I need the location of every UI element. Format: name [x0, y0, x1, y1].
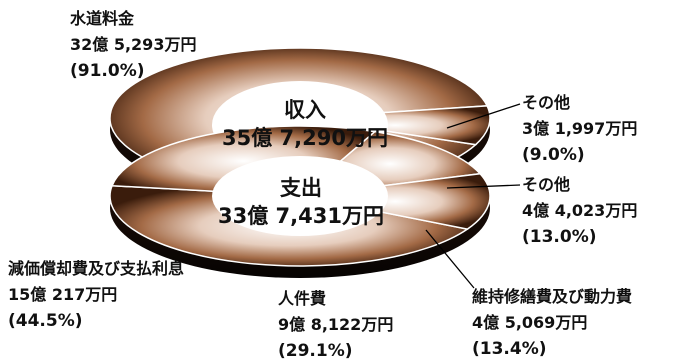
label-depreciation-percent: (44.5%): [8, 311, 83, 331]
label-income-other: その他 3億 1,997万円 (9.0%): [522, 90, 637, 168]
label-water-fee-amount: 32億 5,293万円: [70, 35, 197, 54]
income-total: 35億 7,290万円: [222, 126, 388, 150]
leader-income-other: [446, 103, 521, 129]
label-maintenance-amount: 4億 5,069万円: [472, 313, 588, 332]
label-maintenance: 維持修繕費及び動力費 4億 5,069万円 (13.4%): [472, 284, 632, 362]
label-depreciation-name: 減価償却費及び支払利息: [8, 259, 185, 278]
label-water-fee-percent: (91.0%): [70, 61, 145, 81]
income-title: 収入: [284, 98, 326, 122]
expense-center-label: 支出 33億 7,431万円: [206, 174, 396, 230]
label-income-other-name: その他: [522, 93, 571, 112]
label-water-fee: 水道料金 32億 5,293万円 (91.0%): [70, 6, 196, 84]
expense-total: 33億 7,431万円: [218, 204, 384, 228]
label-maintenance-percent: (13.4%): [472, 339, 547, 359]
label-personnel-percent: (29.1%): [278, 341, 353, 361]
label-expense-other-name: その他: [522, 175, 571, 194]
label-personnel: 人件費 9億 8,122万円 (29.1%): [278, 286, 393, 364]
leader-maintenance: [425, 229, 475, 289]
income-center-label: 収入 35億 7,290万円: [210, 96, 400, 152]
label-maintenance-name: 維持修繕費及び動力費: [472, 287, 633, 306]
label-water-fee-name: 水道料金: [70, 9, 135, 28]
expense-slice-3: [299, 172, 491, 230]
label-income-other-amount: 3億 1,997万円: [522, 119, 638, 138]
label-income-other-percent: (9.0%): [522, 145, 585, 165]
label-expense-other: その他 4億 4,023万円 (13.0%): [522, 172, 637, 250]
label-expense-other-amount: 4億 4,023万円: [522, 201, 638, 220]
label-depreciation-amount: 15億 217万円: [8, 285, 118, 304]
expense-title: 支出: [280, 176, 322, 200]
label-expense-other-percent: (13.0%): [522, 227, 597, 247]
expense-ring-hole: [212, 156, 388, 236]
expense-ring: [109, 125, 491, 278]
leader-expense-other: [446, 184, 521, 189]
label-depreciation: 減価償却費及び支払利息 15億 217万円 (44.5%): [8, 256, 184, 334]
label-personnel-name: 人件費: [278, 289, 327, 308]
label-personnel-amount: 9億 8,122万円: [278, 315, 394, 334]
